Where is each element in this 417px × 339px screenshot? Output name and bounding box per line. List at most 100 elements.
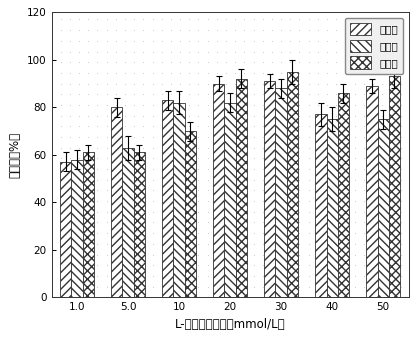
Point [324, 220, 330, 225]
Point [103, 102, 110, 108]
Point [305, 102, 312, 108]
Point [122, 113, 128, 118]
Point [76, 145, 83, 151]
Point [122, 70, 128, 76]
Point [342, 145, 349, 151]
Point [278, 17, 284, 22]
Point [76, 295, 83, 300]
Point [177, 241, 183, 246]
Point [186, 49, 193, 54]
Point [406, 295, 413, 300]
Point [324, 145, 330, 151]
Point [140, 241, 147, 246]
Point [397, 113, 404, 118]
Point [186, 231, 193, 236]
Point [278, 252, 284, 257]
Point [379, 70, 385, 76]
Point [177, 198, 183, 204]
Point [324, 38, 330, 43]
Point [351, 92, 358, 97]
Point [103, 273, 110, 279]
Point [48, 231, 55, 236]
Point [250, 124, 257, 129]
Point [296, 124, 303, 129]
Point [214, 273, 220, 279]
Point [324, 209, 330, 215]
Point [204, 49, 211, 54]
Point [269, 134, 275, 140]
Point [259, 188, 266, 193]
Point [388, 231, 394, 236]
Point [351, 134, 358, 140]
Point [369, 231, 376, 236]
Point [168, 273, 174, 279]
Point [131, 295, 138, 300]
Point [379, 252, 385, 257]
Point [333, 209, 339, 215]
Point [177, 92, 183, 97]
Point [85, 252, 92, 257]
Point [379, 188, 385, 193]
Point [342, 273, 349, 279]
Point [369, 177, 376, 182]
Point [94, 156, 101, 161]
Point [85, 198, 92, 204]
Point [168, 81, 174, 86]
Point [177, 59, 183, 65]
Point [379, 49, 385, 54]
Point [369, 166, 376, 172]
Point [250, 220, 257, 225]
Point [259, 17, 266, 22]
Point [314, 209, 321, 215]
Point [406, 134, 413, 140]
Point [122, 102, 128, 108]
Point [223, 284, 229, 289]
Point [149, 70, 156, 76]
Point [250, 17, 257, 22]
Point [360, 38, 367, 43]
Point [85, 188, 92, 193]
Point [379, 156, 385, 161]
Point [168, 198, 174, 204]
Point [103, 81, 110, 86]
Point [113, 113, 119, 118]
Point [314, 284, 321, 289]
Point [314, 102, 321, 108]
Point [67, 81, 73, 86]
Point [223, 113, 229, 118]
Point [269, 145, 275, 151]
Point [195, 209, 202, 215]
Point [223, 295, 229, 300]
Point [351, 81, 358, 86]
Point [103, 209, 110, 215]
Point [223, 81, 229, 86]
Point [67, 177, 73, 182]
Point [140, 38, 147, 43]
Point [204, 17, 211, 22]
Point [296, 81, 303, 86]
Point [168, 252, 174, 257]
Point [388, 241, 394, 246]
Point [342, 27, 349, 33]
Point [103, 145, 110, 151]
Point [113, 262, 119, 268]
Point [94, 166, 101, 172]
Point [232, 295, 239, 300]
Point [333, 241, 339, 246]
Point [149, 241, 156, 246]
Point [76, 209, 83, 215]
Point [76, 156, 83, 161]
Point [48, 38, 55, 43]
Point [333, 81, 339, 86]
Point [360, 134, 367, 140]
Point [131, 49, 138, 54]
Point [204, 81, 211, 86]
Point [397, 92, 404, 97]
Point [58, 81, 64, 86]
Point [305, 156, 312, 161]
Point [177, 38, 183, 43]
Point [269, 220, 275, 225]
Point [324, 231, 330, 236]
Point [406, 145, 413, 151]
Point [48, 92, 55, 97]
